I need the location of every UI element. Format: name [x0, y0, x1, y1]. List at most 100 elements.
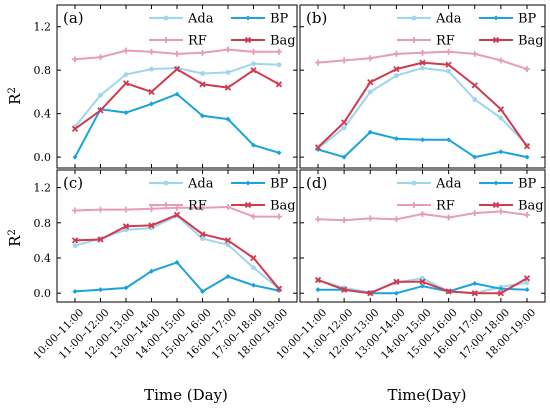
legend-label-rf: RF	[188, 34, 207, 49]
series-line-ada	[317, 67, 528, 150]
chart-panel-1: 0.0 0.4 0.8 1.2 (a) Ada BP RF Bag	[34, 4, 298, 169]
data-point-bp	[420, 283, 425, 289]
plot-frame	[56, 169, 298, 303]
legend-label-ada: Ada	[435, 177, 462, 192]
data-point-ada	[251, 61, 256, 67]
series-line-bag	[317, 61, 528, 149]
data-point-bag	[199, 81, 206, 88]
data-point-rf	[471, 50, 478, 57]
data-point-ada	[123, 72, 129, 77]
data-point-bp	[149, 101, 154, 107]
data-point-rf	[148, 48, 155, 55]
data-point-ada	[251, 265, 256, 271]
data-point-ada	[420, 65, 425, 71]
data-point-rf	[341, 217, 348, 224]
data-point-bag	[523, 275, 531, 282]
legend-label-rf: RF	[436, 199, 455, 214]
data-point-bag	[314, 276, 322, 284]
data-point-rf	[497, 57, 504, 64]
x-axis-title-right: Time(Day)	[387, 386, 466, 404]
data-point-bag	[367, 290, 374, 297]
y-axis-title-bottom: R2	[6, 229, 24, 247]
data-point-rf	[315, 216, 321, 223]
data-point-rf	[123, 47, 129, 54]
data-point-bp	[123, 285, 129, 291]
data-point-bag	[497, 290, 505, 297]
data-point-bp	[251, 282, 256, 288]
y-tick-label: 0.4	[34, 252, 52, 265]
data-point-rf	[225, 46, 231, 53]
data-point-ada	[446, 68, 452, 74]
chart-panel-3: 0.00.40.81.210:00–11:0011:00–12:0012:00–…	[31, 169, 298, 362]
series-rf	[315, 48, 530, 73]
chart-panel-4: 10:00–11:0011:00–12:0012:00–13:0013:00–1…	[274, 169, 546, 362]
legend-marker-bag	[492, 36, 500, 44]
legend-marker-bag	[244, 36, 252, 44]
data-point-bp	[446, 137, 452, 143]
data-point-ada	[341, 125, 347, 131]
data-point-bag	[97, 236, 104, 243]
legend-label-bp: BP	[270, 12, 289, 27]
data-point-rf	[97, 206, 104, 213]
legend-marker-rf	[163, 37, 169, 43]
legend-label-ada: Ada	[187, 177, 214, 192]
data-point-bag	[173, 65, 181, 73]
legend-marker-rf	[411, 202, 417, 208]
data-point-rf	[276, 48, 282, 55]
data-point-bag	[250, 254, 257, 262]
data-point-bag	[523, 143, 531, 150]
series-line-bag	[74, 68, 280, 130]
data-point-bag	[122, 80, 130, 87]
series-rf	[72, 46, 282, 63]
data-point-rf	[497, 208, 504, 215]
data-point-rf	[445, 48, 452, 55]
series-ada	[72, 213, 282, 292]
data-point-bag	[314, 144, 322, 151]
data-point-ada	[498, 115, 504, 121]
data-point-rf	[123, 206, 129, 213]
data-point-ada	[200, 71, 205, 76]
panel-label: (d)	[306, 174, 327, 192]
data-point-bp	[149, 268, 154, 274]
data-point-bp	[174, 259, 180, 265]
data-point-bp	[251, 142, 256, 148]
legend-marker-rf	[163, 202, 169, 208]
legend: Ada BP RF Bag	[397, 177, 544, 214]
series-bp	[72, 91, 282, 160]
data-point-bp	[225, 273, 231, 279]
data-point-rf	[341, 57, 348, 64]
data-point-rf	[524, 66, 530, 73]
legend-label-rf: RF	[436, 34, 455, 49]
series-line-bp	[74, 261, 280, 293]
data-point-rf	[148, 205, 155, 212]
series-bag	[314, 275, 531, 297]
y-tick-label: 0.0	[34, 287, 52, 300]
legend-marker-ada	[163, 180, 169, 186]
series-line-bag	[74, 213, 280, 290]
data-point-bag	[199, 231, 206, 238]
y-tick-label: 0.8	[34, 64, 52, 77]
data-point-ada	[149, 66, 154, 72]
y-tick-label: 1.2	[34, 182, 52, 195]
legend-label-bag: Bag	[270, 34, 296, 49]
data-point-bag	[173, 211, 181, 219]
series-rf	[72, 203, 282, 220]
data-point-rf	[72, 207, 78, 214]
series-line-bp	[317, 131, 528, 159]
data-point-bag	[445, 61, 452, 68]
legend-label-bag: Bag	[518, 34, 544, 49]
data-point-bag	[497, 106, 505, 113]
legend-marker-bag	[244, 201, 252, 209]
data-point-bp	[341, 154, 347, 160]
data-point-ada	[276, 62, 282, 68]
data-point-bp	[393, 290, 399, 296]
panel-label: (a)	[63, 9, 84, 27]
data-point-ada	[72, 243, 78, 249]
data-point-bag	[367, 79, 374, 86]
data-point-rf	[199, 204, 206, 211]
plot-frame	[299, 4, 546, 169]
panel-label: (c)	[63, 174, 83, 192]
data-point-rf	[524, 211, 530, 218]
y-tick-label: 0.8	[34, 217, 52, 230]
